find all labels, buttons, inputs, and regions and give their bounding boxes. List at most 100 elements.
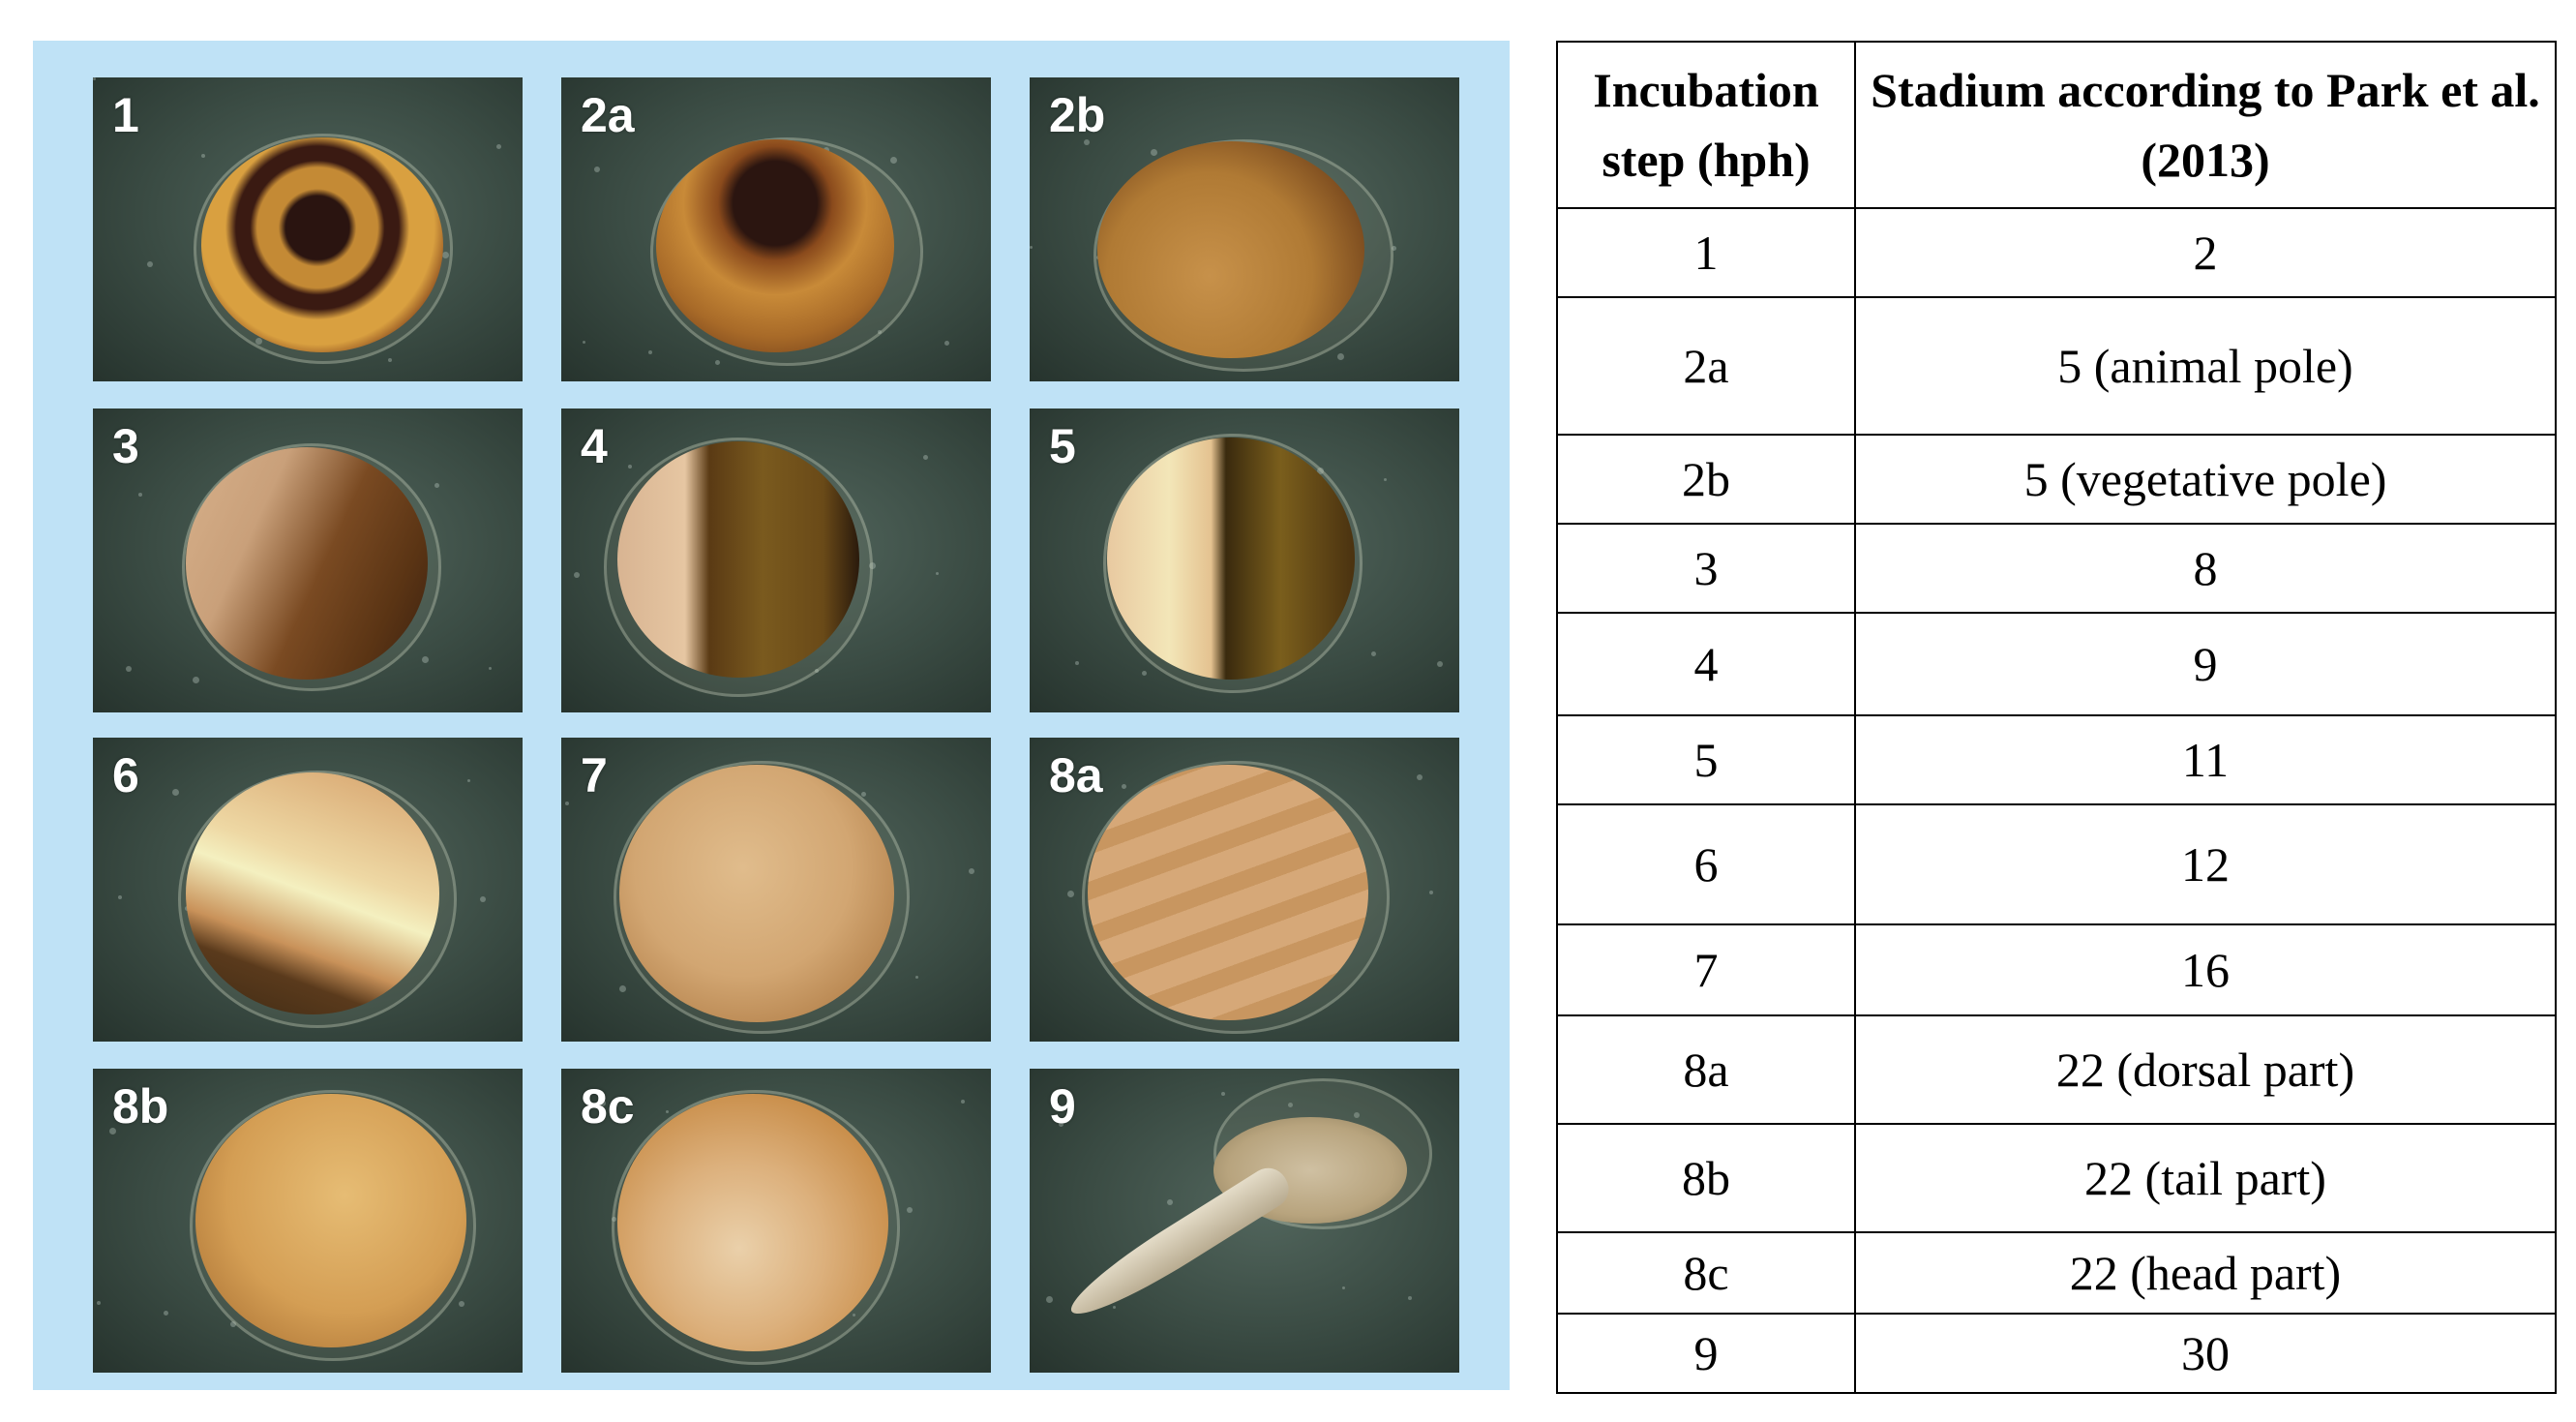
embryo-photo-2b: 2b [1030,77,1459,381]
background-speck [488,666,492,670]
background-speck [914,975,918,979]
background-speck [1337,352,1345,360]
background-speck [1075,660,1080,665]
background-speck [960,1100,965,1104]
panel-label: 8c [581,1079,635,1134]
step-cell: 9 [1556,1313,1856,1394]
background-speck [969,868,975,875]
embryo-image [617,441,859,678]
stadium-cell: 8 [1854,523,2557,614]
background-speck [594,166,601,173]
background-speck [582,340,585,344]
background-speck [1428,891,1433,895]
background-speck [715,360,721,366]
background-speck [193,676,200,683]
embryo-photo-1: 1 [93,77,523,381]
background-speck [496,144,502,150]
step-cell: 8b [1556,1123,1856,1233]
background-speck [229,1320,236,1327]
step-cell: 3 [1556,523,1856,614]
background-speck [923,455,929,461]
embryo-photo-8b: 8b [93,1069,523,1373]
header-stadium: Stadium according to Park et al. (2013) [1854,41,2557,209]
background-speck [1437,661,1444,668]
embryo-photo-2a: 2a [561,77,991,381]
table-row: 8c 22 (head part) [1556,1231,2557,1315]
background-speck [944,340,949,346]
panel-label: 1 [112,88,139,142]
table-row: 8b 22 (tail part) [1556,1123,2557,1233]
embryo-photo-4: 4 [561,408,991,712]
background-speck [200,154,205,159]
background-speck [1220,1092,1225,1097]
background-speck [860,791,866,797]
embryo-image [1088,765,1368,1020]
stadium-cell: 11 [1854,714,2557,805]
step-cell: 7 [1556,923,1856,1016]
table-header-row: Incubation step (hph) Stadium according … [1556,41,2557,209]
background-speck [1408,1295,1413,1300]
background-speck [1030,246,1033,249]
background-speck [627,465,632,469]
stadium-cell: 16 [1854,923,2557,1016]
background-speck [388,357,393,362]
table-row: 8a 22 (dorsal part) [1556,1014,2557,1125]
background-speck [138,492,143,497]
background-speck [467,779,470,782]
table-row: 2a 5 (animal pole) [1556,296,2557,436]
embryo-image [1107,438,1355,680]
background-speck [1383,477,1387,481]
table-row: 1 2 [1556,207,2557,298]
embryo-photo-9: 9 [1030,1069,1459,1373]
stadium-cell: 22 (tail part) [1854,1123,2557,1233]
stadium-cell: 30 [1854,1313,2557,1394]
background-speck [126,666,133,673]
background-speck [1392,246,1397,252]
background-speck [648,349,653,354]
background-speck [1113,1306,1116,1309]
background-speck [421,656,429,664]
panel-label: 9 [1049,1079,1076,1134]
background-speck [573,571,580,578]
table-row: 3 8 [1556,523,2557,614]
panel-label: 8a [1049,748,1103,802]
stadium-cell: 5 (animal pole) [1854,296,2557,436]
background-speck [479,895,486,902]
step-cell: 2a [1556,296,1856,436]
embryo-image [195,1094,466,1347]
embryo-photo-grid: 1 2a 2b 3 4 5 6 7 8a [33,41,1510,1390]
tadpole-tail [1061,1161,1297,1329]
step-cell: 5 [1556,714,1856,805]
table-row: 9 30 [1556,1313,2557,1394]
table-row: 4 9 [1556,612,2557,716]
background-speck [459,1301,465,1308]
background-speck [598,1100,606,1107]
panel-label: 2b [1049,88,1106,142]
background-speck [906,1206,913,1213]
background-speck [1046,1295,1054,1303]
table-row: 6 12 [1556,803,2557,925]
embryo-photo-8a: 8a [1030,738,1459,1042]
background-speck [109,1127,117,1135]
embryo-photo-6: 6 [93,738,523,1042]
background-speck [1142,671,1148,677]
background-speck [1083,138,1090,145]
stadium-cell: 5 (vegetative pole) [1854,434,2557,525]
background-speck [936,572,939,575]
background-speck [434,482,439,488]
step-cell: 4 [1556,612,1856,716]
background-speck [565,801,570,805]
panel-label: 7 [581,748,608,802]
table-row: 2b 5 (vegetative pole) [1556,434,2557,525]
background-speck [1150,149,1157,157]
background-speck [146,260,153,267]
embryo-image [201,137,443,352]
embryo-photo-3: 3 [93,408,523,712]
panel-label: 2a [581,88,635,142]
embryo-photo-5: 5 [1030,408,1459,712]
panel-label: 4 [581,419,608,473]
background-speck [1370,650,1376,656]
embryo-image [656,139,894,352]
background-speck [665,1109,669,1113]
background-speck [93,77,96,80]
